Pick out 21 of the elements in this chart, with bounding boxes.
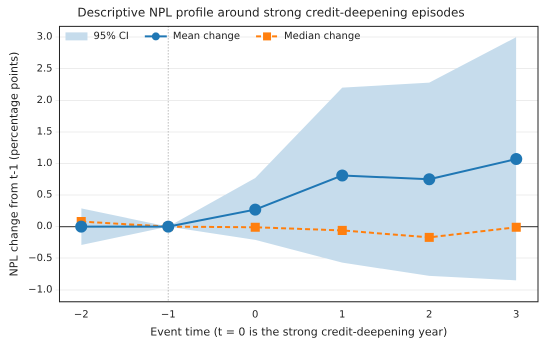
legend-label: Median change [284,30,360,42]
x-axis-title: Event time (t = 0 is the strong credit-deepening year) [150,325,448,338]
y-tick-label: 3.0 [36,32,52,43]
x-tick-label: 0 [252,309,258,320]
y-tick-label: 1.0 [36,158,52,170]
y-tick-label: −1.0 [28,284,52,296]
y-tick-label: 2.5 [36,63,52,74]
y-tick-label: 2.0 [36,94,52,106]
y-axis-title: NPL change from t-1 (percentage points) [7,52,20,277]
y-tick-label: −0.5 [28,252,52,264]
y-tick-label: 0.5 [36,190,52,201]
chart-title: Descriptive NPL profile around strong credit-deepening episodes [77,5,465,20]
y-tick-label: 0.0 [36,221,52,232]
legend-label: 95% CI [93,30,129,42]
x-tick-label: 1 [339,309,346,320]
x-tick-label: 3 [513,309,520,320]
legend-label: Mean change [172,30,240,42]
x-tick-label: 2 [426,309,432,320]
y-tick-label: 1.5 [36,126,52,138]
x-tick-label: −2 [74,309,89,320]
x-tick-label: −1 [160,309,176,320]
